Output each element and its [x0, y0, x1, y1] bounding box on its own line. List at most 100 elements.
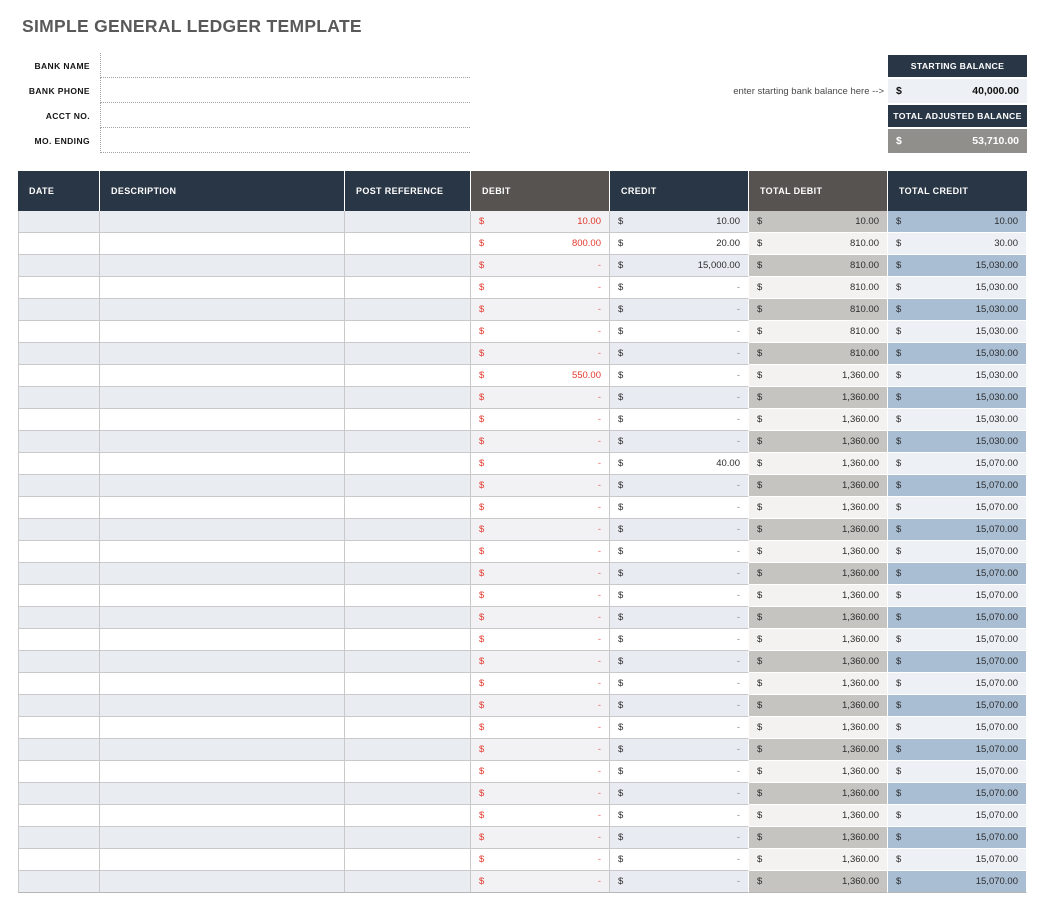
cell-post-reference[interactable] [345, 629, 471, 651]
cell-total-debit[interactable]: $10.00 [749, 211, 888, 233]
cell-debit[interactable]: $ - [471, 343, 610, 365]
cell-post-reference[interactable] [345, 387, 471, 409]
cell-total-debit[interactable]: $810.00 [749, 321, 888, 343]
cell-post-reference[interactable] [345, 497, 471, 519]
cell-description[interactable] [100, 343, 345, 365]
cell-credit[interactable]: $ - [610, 475, 749, 497]
cell-date[interactable] [18, 563, 100, 585]
cell-description[interactable] [100, 783, 345, 805]
cell-date[interactable] [18, 717, 100, 739]
cell-date[interactable] [18, 475, 100, 497]
cell-total-credit[interactable]: $15,070.00 [888, 563, 1027, 585]
acct-no-field[interactable] [100, 103, 470, 128]
cell-debit[interactable]: $ - [471, 321, 610, 343]
cell-description[interactable] [100, 299, 345, 321]
cell-post-reference[interactable] [345, 761, 471, 783]
cell-post-reference[interactable] [345, 805, 471, 827]
cell-credit[interactable]: $ - [610, 739, 749, 761]
cell-post-reference[interactable] [345, 673, 471, 695]
cell-total-debit[interactable]: $1,360.00 [749, 651, 888, 673]
cell-debit[interactable]: $ - [471, 519, 610, 541]
cell-total-debit[interactable]: $810.00 [749, 277, 888, 299]
cell-debit[interactable]: $ - [471, 255, 610, 277]
cell-date[interactable] [18, 431, 100, 453]
cell-post-reference[interactable] [345, 827, 471, 849]
cell-date[interactable] [18, 233, 100, 255]
cell-total-debit[interactable]: $1,360.00 [749, 409, 888, 431]
cell-description[interactable] [100, 761, 345, 783]
cell-description[interactable] [100, 431, 345, 453]
cell-description[interactable] [100, 563, 345, 585]
cell-total-credit[interactable]: $15,030.00 [888, 387, 1027, 409]
cell-description[interactable] [100, 695, 345, 717]
cell-debit[interactable]: $ - [471, 739, 610, 761]
cell-total-credit[interactable]: $15,070.00 [888, 519, 1027, 541]
cell-total-credit[interactable]: $15,070.00 [888, 453, 1027, 475]
cell-credit[interactable]: $ - [610, 607, 749, 629]
cell-total-debit[interactable]: $1,360.00 [749, 431, 888, 453]
cell-credit[interactable]: $ - [610, 783, 749, 805]
cell-total-debit[interactable]: $810.00 [749, 299, 888, 321]
cell-post-reference[interactable] [345, 365, 471, 387]
cell-post-reference[interactable] [345, 277, 471, 299]
cell-post-reference[interactable] [345, 453, 471, 475]
cell-total-debit[interactable]: $1,360.00 [749, 739, 888, 761]
cell-description[interactable] [100, 233, 345, 255]
cell-total-credit[interactable]: $15,070.00 [888, 651, 1027, 673]
cell-debit[interactable]: $ - [471, 783, 610, 805]
cell-date[interactable] [18, 827, 100, 849]
cell-date[interactable] [18, 607, 100, 629]
cell-description[interactable] [100, 365, 345, 387]
cell-debit[interactable]: $ - [471, 387, 610, 409]
cell-credit[interactable]: $ - [610, 871, 749, 893]
cell-date[interactable] [18, 783, 100, 805]
cell-credit[interactable]: $ - [610, 673, 749, 695]
cell-total-credit[interactable]: $15,070.00 [888, 585, 1027, 607]
cell-description[interactable] [100, 805, 345, 827]
cell-total-debit[interactable]: $1,360.00 [749, 695, 888, 717]
cell-post-reference[interactable] [345, 255, 471, 277]
cell-date[interactable] [18, 651, 100, 673]
mo-ending-field[interactable] [100, 128, 470, 153]
cell-post-reference[interactable] [345, 321, 471, 343]
cell-total-debit[interactable]: $810.00 [749, 255, 888, 277]
cell-debit[interactable]: $ - [471, 475, 610, 497]
cell-debit[interactable]: $ - [471, 277, 610, 299]
cell-total-credit[interactable]: $15,070.00 [888, 827, 1027, 849]
cell-credit[interactable]: $ - [610, 827, 749, 849]
cell-total-credit[interactable]: $15,030.00 [888, 277, 1027, 299]
cell-total-debit[interactable]: $1,360.00 [749, 475, 888, 497]
cell-description[interactable] [100, 717, 345, 739]
bank-phone-field[interactable] [100, 78, 470, 103]
cell-total-debit[interactable]: $1,360.00 [749, 629, 888, 651]
cell-total-debit[interactable]: $1,360.00 [749, 783, 888, 805]
cell-description[interactable] [100, 387, 345, 409]
cell-date[interactable] [18, 673, 100, 695]
cell-total-credit[interactable]: $15,030.00 [888, 343, 1027, 365]
cell-post-reference[interactable] [345, 299, 471, 321]
cell-post-reference[interactable] [345, 431, 471, 453]
cell-date[interactable] [18, 805, 100, 827]
cell-credit[interactable]: $ - [610, 805, 749, 827]
cell-debit[interactable]: $ - [471, 431, 610, 453]
cell-total-debit[interactable]: $1,360.00 [749, 519, 888, 541]
cell-post-reference[interactable] [345, 519, 471, 541]
cell-description[interactable] [100, 541, 345, 563]
cell-debit[interactable]: $ - [471, 541, 610, 563]
cell-description[interactable] [100, 827, 345, 849]
cell-total-debit[interactable]: $1,360.00 [749, 585, 888, 607]
cell-post-reference[interactable] [345, 695, 471, 717]
cell-post-reference[interactable] [345, 739, 471, 761]
cell-total-credit[interactable]: $30.00 [888, 233, 1027, 255]
cell-debit[interactable]: $ - [471, 563, 610, 585]
cell-total-debit[interactable]: $1,360.00 [749, 563, 888, 585]
cell-description[interactable] [100, 321, 345, 343]
cell-total-credit[interactable]: $15,030.00 [888, 431, 1027, 453]
cell-debit[interactable]: $ - [471, 299, 610, 321]
cell-date[interactable] [18, 695, 100, 717]
cell-total-credit[interactable]: $15,070.00 [888, 497, 1027, 519]
cell-debit[interactable]: $ - [471, 629, 610, 651]
cell-total-credit[interactable]: $15,030.00 [888, 365, 1027, 387]
cell-description[interactable] [100, 739, 345, 761]
cell-credit[interactable]: $ - [610, 277, 749, 299]
